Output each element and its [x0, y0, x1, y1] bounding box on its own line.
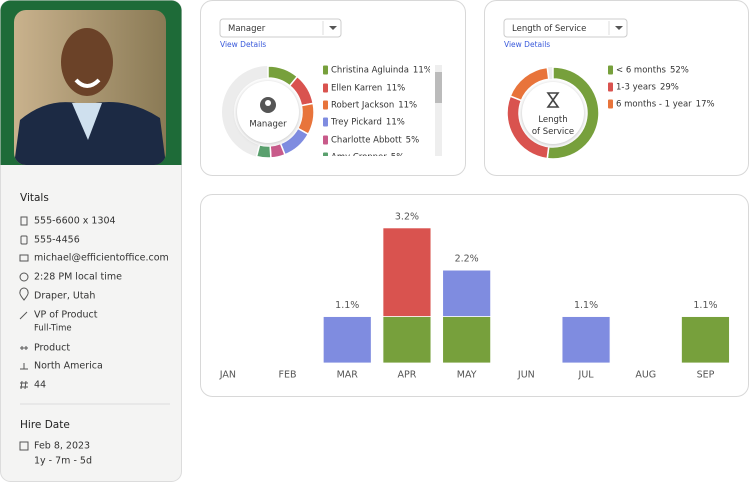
legend-name: Christina Agluinda: [331, 66, 409, 76]
legend-name: Amy Cropper: [331, 153, 387, 163]
scroll-thumb[interactable]: [435, 72, 442, 103]
legend-value: 11%: [398, 101, 417, 111]
vital-item: Draper, Utah: [34, 291, 95, 302]
legend-swatch: [323, 117, 328, 127]
vital-item: 2:28 PM local time: [34, 272, 122, 283]
center-label-line: of Service: [532, 127, 574, 137]
legend-name: Robert Jackson: [331, 101, 394, 111]
x-tick-label: JAN: [219, 370, 236, 381]
bar-total-label: 3.2%: [395, 211, 419, 222]
legend-value: 5%: [406, 136, 420, 146]
bar-segment: [442, 316, 492, 364]
legend-swatch: [323, 100, 328, 110]
donut-segment: [255, 144, 272, 159]
x-tick-label: FEB: [279, 370, 297, 381]
legend-name: 1-3 years: [616, 83, 657, 93]
bar-total-label: 1.1%: [335, 300, 359, 311]
vital-item: michael@efficientoffice.com: [34, 253, 169, 264]
vital-item: 555-6600 x 1304: [34, 216, 116, 227]
legend-swatch: [323, 152, 328, 156]
legend-value: 11%: [386, 84, 405, 94]
x-tick-label: JUN: [517, 370, 535, 381]
vital-item: Product: [34, 343, 70, 354]
x-tick-label: AUG: [635, 370, 656, 381]
bar-total-label: 1.1%: [693, 300, 717, 311]
donut-center: [522, 82, 584, 144]
dropdown-arrow: [615, 26, 623, 30]
x-tick-label: SEP: [697, 370, 715, 381]
bar-segment: [561, 316, 611, 364]
profile-photo: [14, 10, 166, 165]
tenure: 1y - 7m - 5d: [34, 456, 92, 467]
legend-swatch: [323, 135, 328, 145]
hire-date: Feb 8, 2023: [34, 441, 90, 452]
x-tick-label: APR: [398, 370, 417, 381]
legend-name: Trey Pickard: [330, 118, 382, 128]
vital-icons: [19, 216, 29, 451]
bar-total-label: 1.1%: [574, 300, 598, 311]
bar-total-label: 2.2%: [455, 254, 479, 265]
vital-item: 555-4456: [34, 235, 80, 246]
bar-segment: [322, 316, 372, 364]
legend: Christina Agluinda 11% Ellen Karren 11% Robe…: [323, 65, 432, 163]
dropdown[interactable]: [503, 18, 628, 38]
legend-value: 17%: [696, 100, 715, 110]
center-label: Length of Service: [532, 115, 574, 137]
legend-swatch: [608, 82, 613, 92]
vital-item: North America: [34, 361, 103, 372]
x-tick-label: MAR: [337, 370, 359, 381]
dropdown[interactable]: [219, 18, 342, 38]
manager-icon-head: [265, 100, 271, 106]
center-label-line: Length: [538, 115, 567, 125]
bar-segment: [442, 269, 492, 317]
legend-value: 5%: [391, 153, 405, 163]
legend-swatch: [608, 65, 613, 75]
hourglass-icon: [546, 92, 560, 108]
donut-segment: [509, 66, 550, 102]
vital-item: VP of Product: [34, 310, 98, 321]
legend: < 6 months 52% 1-3 years 29% 6 months - 1 ye…: [608, 65, 715, 110]
legend-swatch: [608, 99, 613, 109]
legend-value: 29%: [660, 83, 679, 93]
legend-swatch: [323, 65, 328, 75]
legend-value: 52%: [670, 66, 689, 76]
view-details[interactable]: View Details: [220, 40, 266, 49]
dropdown-label: Length of Service: [512, 24, 586, 34]
legend-value: 11%: [413, 66, 432, 76]
vital-item: 44: [34, 380, 46, 391]
dropdown-label: Manager: [228, 24, 266, 34]
legend-name: < 6 months: [616, 66, 667, 76]
bar-segment: [382, 316, 432, 364]
bar-segment: [382, 227, 432, 317]
legend-name: Ellen Karren: [331, 84, 382, 94]
dropdown-arrow: [329, 26, 337, 30]
x-tick-label: MAY: [457, 370, 477, 381]
bar-segment: [681, 316, 730, 364]
legend-swatch: [323, 83, 328, 93]
x-tick-label: JUL: [578, 370, 595, 381]
vital-item: Full-Time: [34, 324, 72, 334]
legend-name: Charlotte Abbott: [331, 136, 402, 146]
center-label: Manager: [249, 120, 287, 130]
scrollbar[interactable]: [435, 65, 442, 156]
hire-title: Hire Date: [20, 419, 70, 431]
legend-name: 6 months - 1 year: [616, 100, 692, 110]
vitals-title: Vitals: [20, 192, 49, 204]
legend-value: 11%: [386, 118, 405, 128]
view-details[interactable]: View Details: [504, 40, 550, 49]
